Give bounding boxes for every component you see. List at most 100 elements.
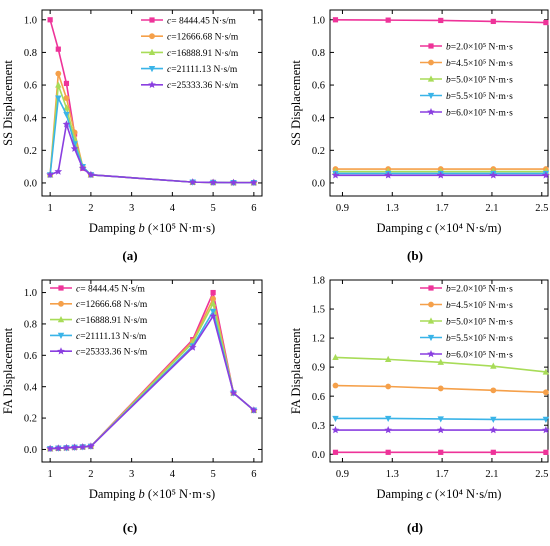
data-point bbox=[63, 80, 70, 87]
plot-frame bbox=[41, 279, 263, 463]
data-point bbox=[542, 171, 550, 179]
y-tick-label: 0.6 bbox=[24, 351, 37, 362]
x-tick-label: 2 bbox=[88, 203, 93, 214]
data-point bbox=[209, 299, 217, 307]
data-point bbox=[384, 426, 392, 434]
data-point bbox=[490, 18, 496, 25]
y-tick-label: 0.9 bbox=[312, 363, 325, 374]
x-tick-label: 2.5 bbox=[535, 203, 548, 214]
y-tick-label: 0.4 bbox=[24, 382, 38, 393]
y-tick-label: 0.6 bbox=[312, 81, 325, 92]
data-point bbox=[54, 167, 63, 175]
x-tick-label: 2.5 bbox=[535, 469, 548, 480]
data-point bbox=[542, 426, 550, 434]
data-point bbox=[55, 81, 62, 88]
data-point bbox=[63, 111, 70, 119]
data-point bbox=[543, 19, 549, 26]
data-point bbox=[209, 312, 217, 320]
data-point bbox=[489, 171, 498, 179]
y-tick-label: 1.0 bbox=[24, 288, 37, 299]
data-point bbox=[437, 358, 444, 365]
data-point bbox=[210, 295, 217, 302]
data-point bbox=[490, 416, 497, 424]
series-1 bbox=[332, 17, 549, 26]
panel-label: (b) bbox=[407, 248, 423, 263]
series-5 bbox=[46, 312, 258, 452]
series-5 bbox=[46, 120, 258, 186]
data-point bbox=[55, 95, 62, 102]
panel-label: (c) bbox=[123, 520, 137, 535]
legend-label: c= 8444.45 N·s/m bbox=[76, 284, 146, 294]
data-point bbox=[385, 449, 391, 455]
data-point bbox=[437, 416, 444, 423]
x-tick-label: 1 bbox=[48, 203, 53, 214]
series-4 bbox=[332, 415, 550, 424]
data-point bbox=[78, 442, 87, 451]
series-3 bbox=[332, 353, 550, 375]
data-point bbox=[70, 144, 79, 152]
legend-marker bbox=[427, 317, 435, 324]
legend-label: c=25333.36 N·s/m bbox=[167, 81, 239, 91]
legend-marker bbox=[428, 43, 434, 49]
y-tick-label: 0.8 bbox=[24, 320, 37, 331]
legend-label: b=2.0×10⁵ N·m·s bbox=[446, 284, 513, 294]
legend-label: b=4.5×10⁵ N·m·s bbox=[446, 301, 513, 311]
legend-marker bbox=[427, 75, 435, 82]
data-point bbox=[436, 426, 445, 434]
legend-marker bbox=[427, 350, 435, 358]
data-point bbox=[332, 449, 339, 455]
y-tick-label: 0.6 bbox=[312, 392, 325, 403]
legend-marker bbox=[428, 301, 434, 308]
x-tick-label: 3 bbox=[129, 203, 134, 214]
data-point bbox=[542, 416, 550, 424]
data-point bbox=[438, 17, 444, 24]
data-point bbox=[54, 444, 63, 452]
data-point bbox=[188, 343, 197, 351]
data-point bbox=[55, 46, 61, 52]
data-point bbox=[46, 444, 54, 452]
y-tick-label: 0.4 bbox=[24, 113, 38, 124]
data-point bbox=[384, 355, 392, 362]
x-tick-label: 0.9 bbox=[336, 203, 349, 214]
legend-marker bbox=[57, 347, 65, 355]
legend: c= 8444.45 N·s/m c=12666.68 N·s/m c=16888.… bbox=[50, 284, 148, 358]
data-point bbox=[384, 415, 392, 423]
data-point bbox=[210, 289, 216, 296]
panel-label: (d) bbox=[407, 520, 423, 535]
y-tick-label: 0.2 bbox=[24, 414, 37, 425]
data-point bbox=[385, 383, 392, 390]
legend-marker bbox=[427, 108, 435, 116]
data-point bbox=[489, 426, 498, 434]
data-point bbox=[229, 178, 238, 186]
data-point bbox=[331, 171, 340, 179]
data-point bbox=[384, 171, 392, 179]
data-point bbox=[250, 178, 258, 186]
chart-panel-b: 0.9 1.3 1.7 2.1 2.5 0.0 0.2 0.4 0.6 0.8 1.0 Damping… bbox=[289, 9, 550, 263]
y-tick-label: 0.0 bbox=[312, 179, 325, 190]
data-point bbox=[250, 406, 258, 414]
y-tick-label: 1.2 bbox=[312, 334, 325, 345]
chart-panel-a: 1 2 3 4 5 6 0.0 0.2 0.4 0.6 0.8 1.0 Damping b (×10⁵ … bbox=[1, 9, 263, 263]
x-tick-label: 1 bbox=[48, 469, 53, 480]
data-point bbox=[63, 104, 70, 111]
y-tick-label: 0.8 bbox=[312, 48, 325, 59]
plot-frame bbox=[41, 9, 263, 197]
y-tick-label: 0.3 bbox=[312, 421, 325, 432]
data-point bbox=[63, 95, 70, 102]
series-5 bbox=[331, 426, 550, 434]
x-tick-label: 1.3 bbox=[386, 203, 399, 214]
legend-label: b=2.0×10⁵ N·m·s bbox=[446, 42, 513, 52]
data-point bbox=[438, 449, 444, 455]
legend-marker bbox=[427, 92, 435, 100]
y-tick-label: 0.2 bbox=[312, 146, 325, 157]
x-axis-label: Damping b (×10⁵ N·m·s) bbox=[89, 487, 215, 501]
y-tick-label: 0.0 bbox=[312, 450, 325, 461]
data-point bbox=[47, 17, 53, 23]
legend-marker bbox=[57, 316, 65, 323]
legend-label: b=5.0×10⁵ N·m·s bbox=[446, 75, 513, 85]
y-tick-label: 0.0 bbox=[24, 445, 37, 456]
legend: b=2.0×10⁵ N·m·s b=4.5×10⁵ N·m·s b=5.0×10⁵ … bbox=[420, 42, 513, 118]
series-1 bbox=[47, 289, 257, 452]
x-axis-label: Damping b (×10⁵ N·m·s) bbox=[89, 221, 215, 235]
y-axis-label: SS Displacement bbox=[1, 60, 15, 146]
